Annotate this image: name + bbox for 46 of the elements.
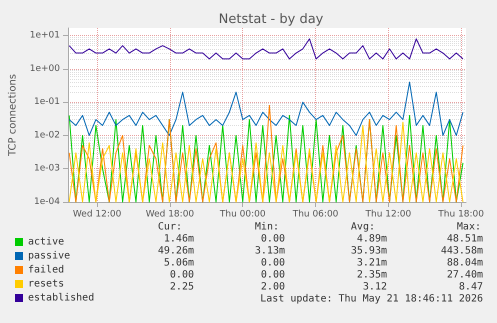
x-tick-label: Thu 18:00 <box>437 210 484 220</box>
x-tick-label: Thu 06:00 <box>292 210 339 220</box>
y-tick-label: 1e-02 <box>34 130 60 140</box>
y-tick-label: 1e+00 <box>30 64 60 74</box>
text: Cur: <box>158 222 182 232</box>
text: 1.46m <box>164 234 194 244</box>
text: 5.06m <box>164 258 194 268</box>
text: 27.40m <box>446 270 483 280</box>
line-series <box>68 38 464 60</box>
text: 443.58m <box>440 246 483 256</box>
legend-label: passive <box>28 250 70 262</box>
text: 0.00 <box>260 234 285 244</box>
text: 0.00 <box>170 270 194 280</box>
text: 49.26m <box>158 246 194 256</box>
text: Max: <box>456 222 481 232</box>
text: 88.04m <box>446 258 483 268</box>
text: Min: <box>254 222 279 232</box>
x-tick-label: Thu 12:00 <box>364 210 412 220</box>
y-axis-title: TCP connections <box>8 74 18 158</box>
legend-label: resets <box>28 278 64 290</box>
legend-label: failed <box>28 264 64 276</box>
legend-label: established <box>28 292 94 304</box>
text: 2.35m <box>356 270 387 280</box>
y-tick-label: 1e+01 <box>30 30 60 41</box>
chart-title: Netstat - by day <box>218 12 324 27</box>
y-tick-label: 1e-01 <box>34 97 60 108</box>
text: 3.12 <box>362 282 387 292</box>
text: 4.89m <box>356 234 387 244</box>
x-tick-label: Wed 12:00 <box>72 210 122 220</box>
text: 0.00 <box>260 258 285 268</box>
text: 3.21m <box>356 258 387 268</box>
text: Last update: Thu May 21 18:46:11 2026 <box>260 294 483 304</box>
line-series <box>68 82 464 136</box>
text: 2.00 <box>260 282 285 292</box>
text: 3.13m <box>254 246 285 256</box>
text: 48.51m <box>446 234 483 244</box>
y-tick-label: 1e-04 <box>34 197 60 207</box>
text: 35.93m <box>350 246 387 256</box>
text: Avg: <box>350 222 375 232</box>
y-tick-label: 1e-03 <box>34 164 60 174</box>
x-tick-label: Thu 00:00 <box>218 210 266 220</box>
text: 2.25 <box>170 282 194 292</box>
text: 0.00 <box>260 270 285 280</box>
legend-label: active <box>28 236 64 248</box>
x-tick-label: Wed 18:00 <box>146 210 194 220</box>
text: 8.47 <box>458 282 483 292</box>
